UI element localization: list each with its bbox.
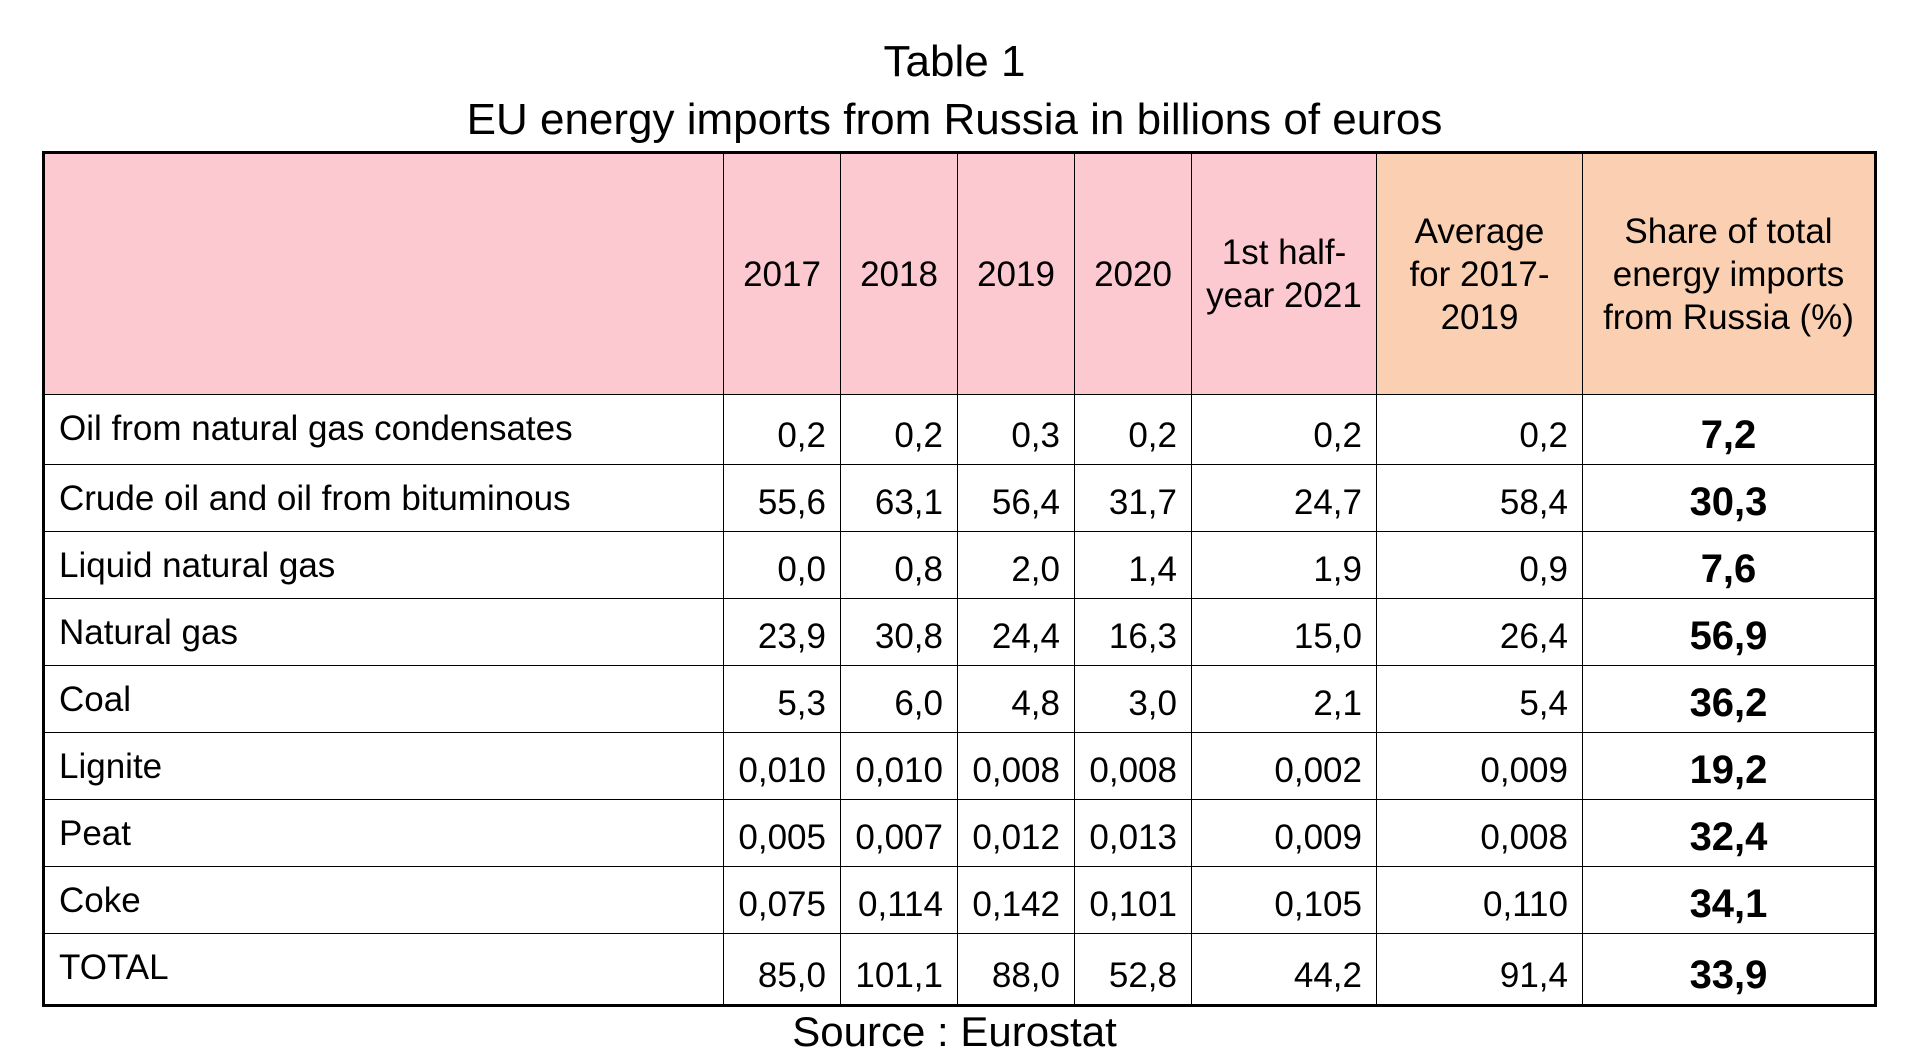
value-cell: 0,010 — [840, 732, 958, 800]
header-share: Share of total energy imports from Russi… — [1582, 152, 1876, 395]
table-row: Coal 5,3 6,0 4,8 3,0 2,1 5,4 36,2 — [43, 665, 1876, 733]
value-cell: 23,9 — [723, 598, 841, 666]
value-cell: 0,2 — [723, 394, 841, 465]
value-cell: 3,0 — [1074, 665, 1192, 733]
value-cell: 0,2 — [1074, 394, 1192, 465]
value-cell: 88,0 — [957, 933, 1075, 1006]
value-cell: 31,7 — [1074, 464, 1192, 532]
value-cell: 0,002 — [1191, 732, 1377, 800]
value-cell: 85,0 — [723, 933, 841, 1006]
value-cell: 5,3 — [723, 665, 841, 733]
value-cell: 0,008 — [1074, 732, 1192, 800]
value-cell: 0,9 — [1376, 531, 1583, 599]
header-2020: 2020 — [1074, 152, 1192, 395]
header-label-empty — [43, 152, 724, 395]
table-row: Oil from natural gas condensates 0,2 0,2 0,… — [43, 394, 1876, 465]
value-cell: 30,8 — [840, 598, 958, 666]
header-2018: 2018 — [840, 152, 958, 395]
share-cell: 32,4 — [1582, 799, 1876, 867]
value-cell: 0,2 — [840, 394, 958, 465]
value-cell: 0,075 — [723, 866, 841, 934]
value-cell: 0,142 — [957, 866, 1075, 934]
table-subtitle: EU energy imports from Russia in billion… — [466, 95, 1443, 144]
value-cell: 63,1 — [840, 464, 958, 532]
row-label: Peat — [43, 799, 724, 867]
table-row: Coke 0,075 0,114 0,142 0,101 0,105 0,110 34,1 — [43, 866, 1876, 934]
value-cell: 5,4 — [1376, 665, 1583, 733]
value-cell: 0,110 — [1376, 866, 1583, 934]
header-average-2017-2019: Average for 2017-2019 — [1376, 152, 1583, 395]
value-cell: 91,4 — [1376, 933, 1583, 1006]
share-cell: 19,2 — [1582, 732, 1876, 800]
value-cell: 2,1 — [1191, 665, 1377, 733]
table-row: Lignite 0,010 0,010 0,008 0,008 0,002 0,009 19,… — [43, 732, 1876, 800]
value-cell: 0,008 — [957, 732, 1075, 800]
row-label: TOTAL — [43, 933, 724, 1006]
value-cell: 0,008 — [1376, 799, 1583, 867]
share-cell: 34,1 — [1582, 866, 1876, 934]
row-label: Coke — [43, 866, 724, 934]
row-label: Lignite — [43, 732, 724, 800]
value-cell: 0,013 — [1074, 799, 1192, 867]
value-cell: 0,3 — [957, 394, 1075, 465]
value-cell: 101,1 — [840, 933, 958, 1006]
value-cell: 0,005 — [723, 799, 841, 867]
value-cell: 16,3 — [1074, 598, 1192, 666]
header-2019: 2019 — [957, 152, 1075, 395]
share-cell: 7,6 — [1582, 531, 1876, 599]
value-cell: 0,010 — [723, 732, 841, 800]
value-cell: 0,012 — [957, 799, 1075, 867]
row-label: Oil from natural gas condensates — [43, 394, 724, 465]
table-row: Crude oil and oil from bituminous 55,6 63,… — [43, 464, 1876, 532]
value-cell: 55,6 — [723, 464, 841, 532]
header-2017: 2017 — [723, 152, 841, 395]
value-cell: 1,9 — [1191, 531, 1377, 599]
header-half-year-2021: 1st half-year 2021 — [1191, 152, 1377, 395]
value-cell: 1,4 — [1074, 531, 1192, 599]
table-row: Liquid natural gas 0,0 0,8 2,0 1,4 1,9 0,9 7,6 — [43, 531, 1876, 599]
share-cell: 30,3 — [1582, 464, 1876, 532]
value-cell: 0,0 — [723, 531, 841, 599]
value-cell: 0,114 — [840, 866, 958, 934]
row-label: Natural gas — [43, 598, 724, 666]
value-cell: 0,2 — [1376, 394, 1583, 465]
share-cell: 33,9 — [1582, 933, 1876, 1006]
value-cell: 0,009 — [1191, 799, 1377, 867]
value-cell: 2,0 — [957, 531, 1075, 599]
energy-imports-table: 2017 2018 2019 2020 1st half-year 2021 A… — [42, 151, 1877, 1007]
row-label: Liquid natural gas — [43, 531, 724, 599]
row-label: Crude oil and oil from bituminous — [43, 464, 724, 532]
header-row: 2017 2018 2019 2020 1st half-year 2021 A… — [43, 152, 1876, 395]
value-cell: 24,7 — [1191, 464, 1377, 532]
value-cell: 0,2 — [1191, 394, 1377, 465]
value-cell: 0,007 — [840, 799, 958, 867]
value-cell: 52,8 — [1074, 933, 1192, 1006]
value-cell: 0,105 — [1191, 866, 1377, 934]
value-cell: 44,2 — [1191, 933, 1377, 1006]
table-row: Peat 0,005 0,007 0,012 0,013 0,009 0,008 32,4 — [43, 799, 1876, 867]
value-cell: 0,009 — [1376, 732, 1583, 800]
value-cell: 56,4 — [957, 464, 1075, 532]
share-cell: 56,9 — [1582, 598, 1876, 666]
table-row: Natural gas 23,9 30,8 24,4 16,3 15,0 26,4 56,9 — [43, 598, 1876, 666]
value-cell: 4,8 — [957, 665, 1075, 733]
source-note: Source : Eurostat — [792, 1008, 1117, 1055]
row-label: Coal — [43, 665, 724, 733]
value-cell: 58,4 — [1376, 464, 1583, 532]
value-cell: 0,101 — [1074, 866, 1192, 934]
value-cell: 15,0 — [1191, 598, 1377, 666]
table-row: TOTAL 85,0 101,1 88,0 52,8 44,2 91,4 33,9 — [43, 933, 1876, 1006]
value-cell: 26,4 — [1376, 598, 1583, 666]
value-cell: 0,8 — [840, 531, 958, 599]
value-cell: 6,0 — [840, 665, 958, 733]
share-cell: 7,2 — [1582, 394, 1876, 465]
share-cell: 36,2 — [1582, 665, 1876, 733]
table-title: Table 1 — [883, 37, 1026, 86]
value-cell: 24,4 — [957, 598, 1075, 666]
